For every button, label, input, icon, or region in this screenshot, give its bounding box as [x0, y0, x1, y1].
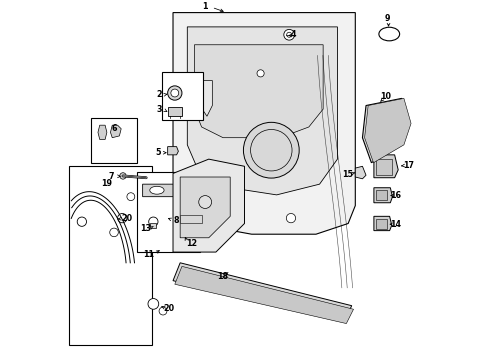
- FancyBboxPatch shape: [375, 159, 391, 175]
- Text: 2: 2: [156, 90, 162, 99]
- Text: 16: 16: [390, 191, 401, 200]
- Polygon shape: [173, 263, 351, 320]
- Polygon shape: [180, 177, 230, 238]
- FancyBboxPatch shape: [375, 190, 386, 200]
- Ellipse shape: [378, 27, 399, 41]
- Circle shape: [109, 228, 118, 237]
- Text: 17: 17: [403, 161, 413, 170]
- Text: 12: 12: [185, 239, 197, 248]
- Polygon shape: [167, 147, 178, 155]
- FancyBboxPatch shape: [91, 118, 137, 163]
- Circle shape: [118, 213, 127, 223]
- Polygon shape: [364, 98, 410, 163]
- Circle shape: [286, 32, 291, 37]
- Polygon shape: [373, 216, 391, 231]
- Circle shape: [148, 298, 159, 309]
- Text: 9: 9: [384, 14, 389, 23]
- FancyBboxPatch shape: [168, 107, 182, 116]
- Circle shape: [159, 307, 166, 315]
- Circle shape: [148, 217, 158, 226]
- Text: 19: 19: [101, 179, 112, 188]
- Polygon shape: [200, 81, 212, 116]
- Text: 13: 13: [140, 224, 151, 233]
- Circle shape: [198, 195, 211, 208]
- Circle shape: [170, 89, 179, 97]
- Text: 8: 8: [173, 216, 178, 225]
- Text: 14: 14: [390, 220, 401, 229]
- Circle shape: [283, 30, 294, 40]
- FancyBboxPatch shape: [137, 172, 200, 252]
- Text: 18: 18: [216, 271, 227, 280]
- Text: 20: 20: [121, 214, 132, 223]
- Polygon shape: [373, 188, 392, 203]
- Text: 20: 20: [163, 304, 174, 313]
- Circle shape: [286, 213, 295, 223]
- FancyBboxPatch shape: [69, 166, 151, 345]
- Circle shape: [127, 193, 135, 201]
- Polygon shape: [355, 166, 366, 179]
- Polygon shape: [174, 266, 353, 324]
- Text: 7: 7: [108, 172, 114, 181]
- Circle shape: [243, 122, 299, 178]
- Polygon shape: [187, 27, 337, 195]
- Text: 11: 11: [143, 251, 154, 260]
- Circle shape: [77, 217, 86, 226]
- Polygon shape: [173, 13, 355, 234]
- Text: 6: 6: [111, 124, 117, 133]
- Polygon shape: [110, 125, 121, 138]
- Circle shape: [167, 86, 182, 100]
- Text: 1: 1: [202, 2, 207, 11]
- FancyBboxPatch shape: [180, 215, 201, 224]
- Circle shape: [120, 173, 126, 179]
- Polygon shape: [173, 159, 244, 252]
- Text: 5: 5: [155, 148, 160, 157]
- Text: 10: 10: [380, 92, 391, 101]
- Polygon shape: [98, 125, 107, 139]
- Polygon shape: [362, 98, 408, 163]
- Polygon shape: [373, 155, 397, 178]
- FancyBboxPatch shape: [375, 219, 386, 229]
- Text: 15: 15: [342, 170, 352, 179]
- Text: 3: 3: [156, 105, 162, 114]
- Ellipse shape: [149, 186, 164, 194]
- FancyBboxPatch shape: [150, 224, 156, 228]
- Polygon shape: [194, 45, 323, 138]
- Text: 4: 4: [290, 30, 296, 39]
- Polygon shape: [142, 184, 189, 197]
- Circle shape: [257, 70, 264, 77]
- FancyBboxPatch shape: [162, 72, 203, 120]
